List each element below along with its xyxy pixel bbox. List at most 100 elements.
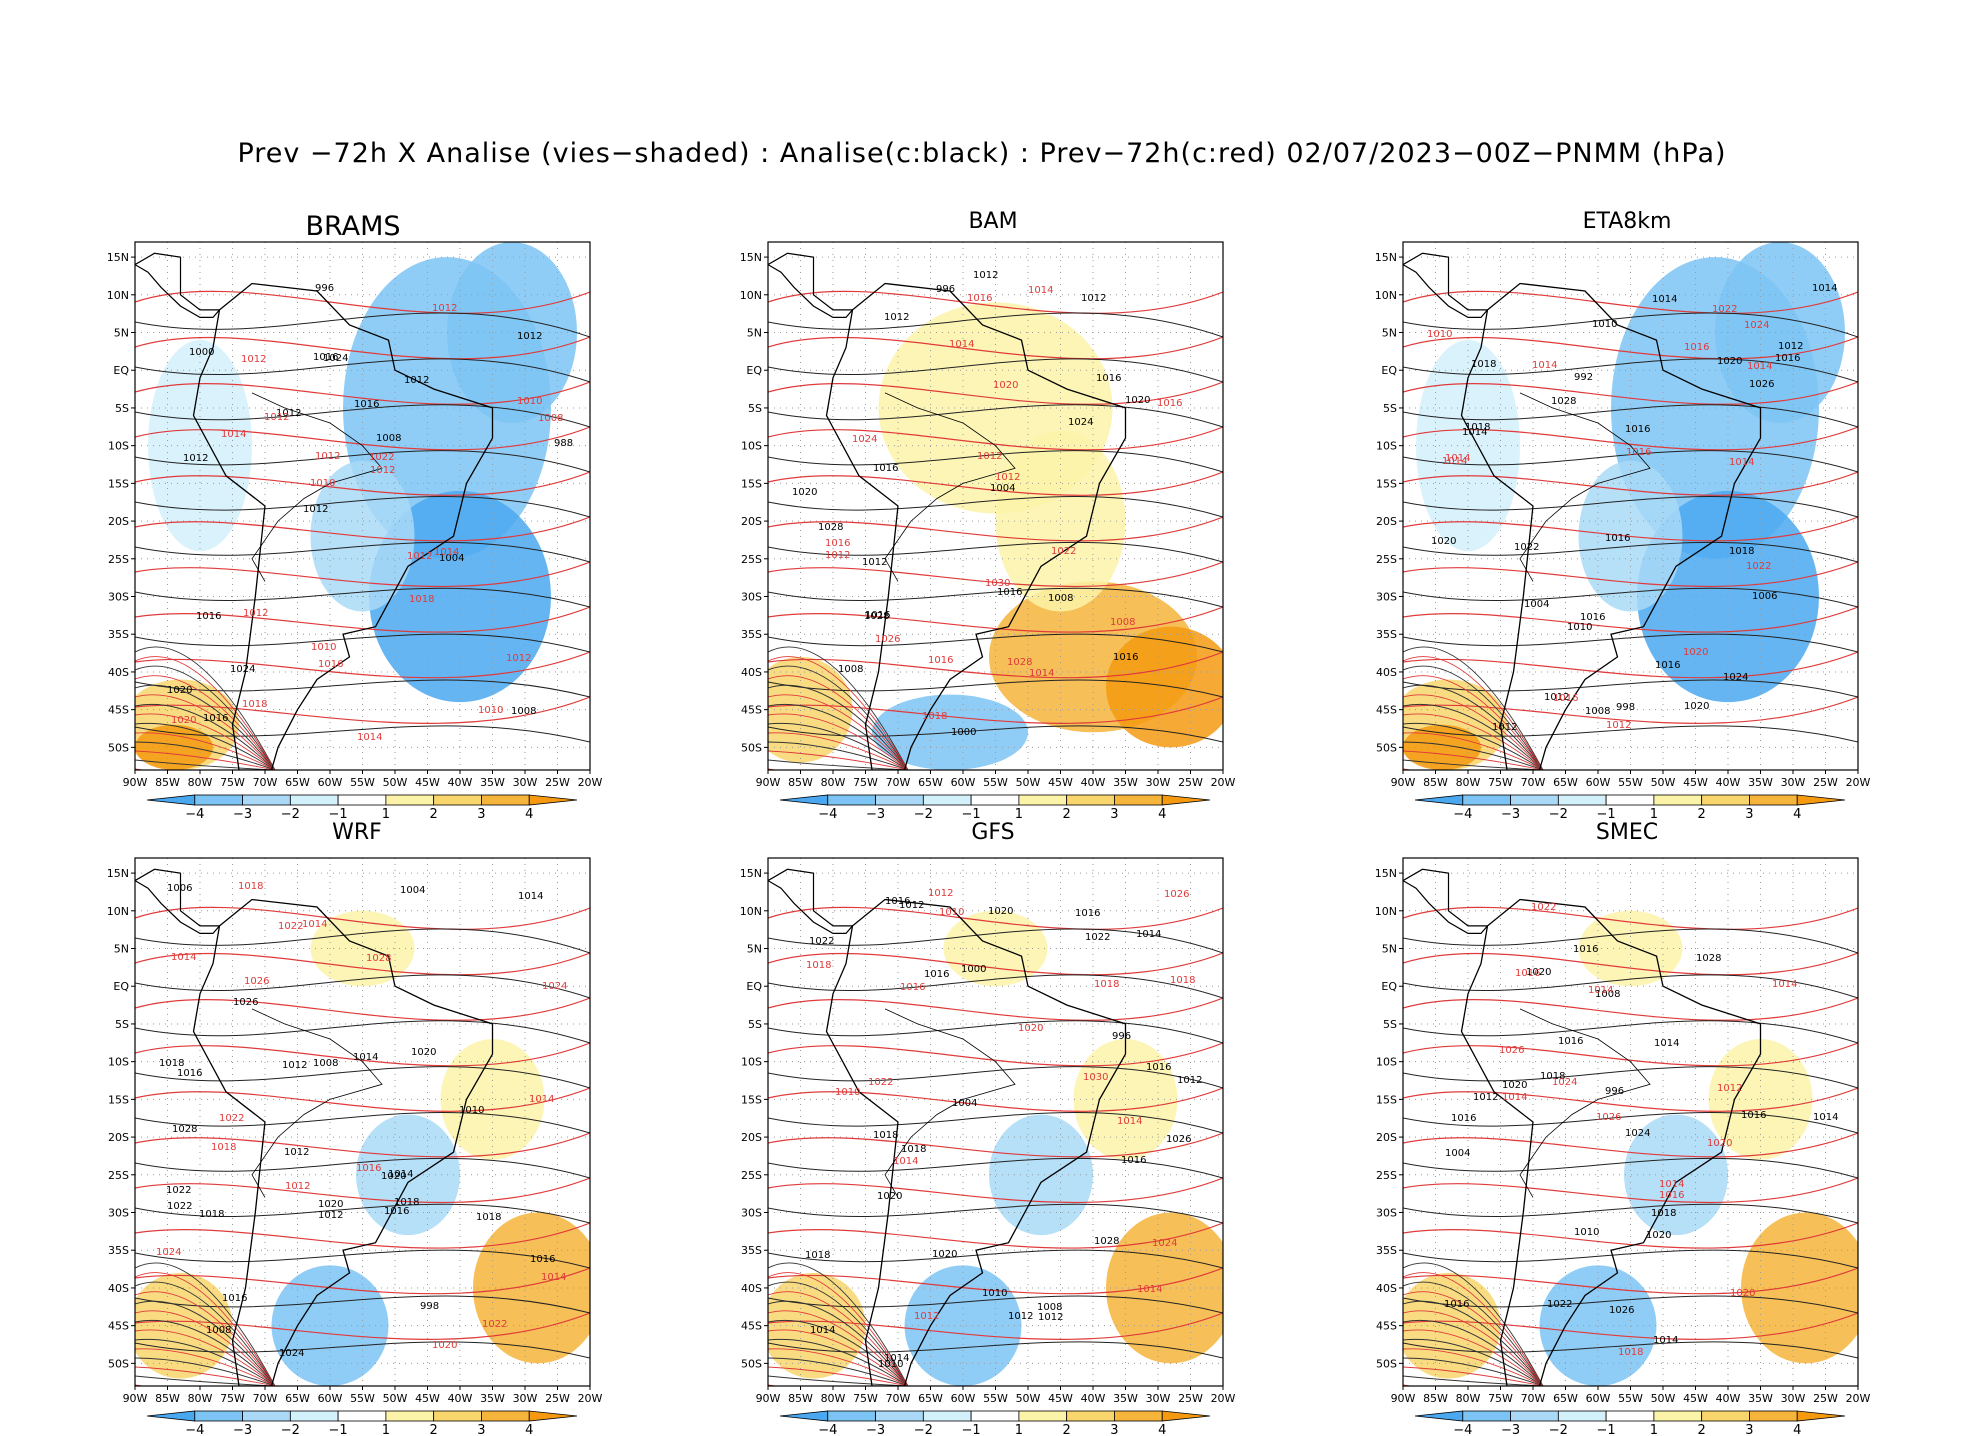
colorbar-segment bbox=[337, 1410, 387, 1422]
country-border bbox=[251, 1008, 383, 1198]
isobar-black bbox=[135, 358, 590, 383]
lat-tick-label: 35S bbox=[1376, 1244, 1397, 1257]
lon-tick-label: 80W bbox=[1456, 1392, 1481, 1405]
isobar-black bbox=[135, 1066, 590, 1089]
colorbar-label: −4 bbox=[818, 1423, 837, 1436]
lat-tick-label: 15S bbox=[108, 1093, 129, 1106]
isobar-label-black: 1016 bbox=[865, 610, 890, 621]
lon-tick-label: 30W bbox=[1146, 1392, 1171, 1405]
colorbar-label: 4 bbox=[525, 807, 533, 822]
colorbar-segment bbox=[1114, 1410, 1163, 1422]
colorbar-label: 2 bbox=[1698, 807, 1706, 822]
colorbar-label: 3 bbox=[477, 807, 485, 822]
lat-tick-label: 50S bbox=[1376, 1357, 1397, 1370]
isobar-red bbox=[768, 1312, 1223, 1340]
isobar-dense bbox=[135, 1272, 276, 1386]
isobar-label-black: 1018 bbox=[159, 1058, 184, 1069]
colorbar-segment bbox=[1749, 1410, 1798, 1422]
isobar-label-black: 1010 bbox=[1592, 319, 1617, 330]
isobar-label-black: 1004 bbox=[1445, 1148, 1470, 1159]
isobar-black bbox=[135, 725, 590, 743]
lon-tick-label: 50W bbox=[383, 1392, 408, 1405]
isobar-red bbox=[1403, 906, 1858, 930]
isobar-red bbox=[768, 952, 1223, 976]
colorbar-label: −3 bbox=[1501, 1423, 1520, 1436]
isobar-label-red: 1016 bbox=[1157, 398, 1182, 409]
lat-tick-label: 35S bbox=[108, 1244, 129, 1257]
isobar-red bbox=[1403, 561, 1858, 588]
lat-tick-label: 50S bbox=[1376, 741, 1397, 754]
colorbar-label: 4 bbox=[1793, 1423, 1801, 1436]
isobar-label-red: 1020 bbox=[1730, 1288, 1755, 1299]
lat-tick-label: 15S bbox=[741, 1093, 762, 1106]
isobar-dense bbox=[768, 665, 909, 770]
isobar-label-black: 1020 bbox=[1646, 1230, 1671, 1241]
isobar-label-black: 1012 bbox=[404, 375, 429, 386]
isobar-dense bbox=[768, 1375, 909, 1386]
lon-tick-label: 90W bbox=[756, 1392, 781, 1405]
lat-tick-label: 25S bbox=[741, 1169, 762, 1182]
isobar-red bbox=[135, 336, 590, 360]
lon-tick-label: 55W bbox=[1618, 776, 1643, 789]
south-america-coastline bbox=[192, 282, 494, 770]
isobar-label-black: 1020 bbox=[1502, 1080, 1527, 1091]
lat-tick-label: 20S bbox=[741, 1131, 762, 1144]
isobar-label-black: 1004 bbox=[990, 483, 1015, 494]
isobar-label-red: 1014 bbox=[357, 732, 382, 743]
isobar-black bbox=[768, 1295, 1223, 1314]
isobar-label-black: 996 bbox=[315, 283, 334, 294]
isobar-label-black: 1008 bbox=[838, 664, 863, 675]
isobar-label-black: 1012 bbox=[1473, 1092, 1498, 1103]
lat-tick-label: 25S bbox=[1376, 553, 1397, 566]
isobar-dense bbox=[768, 741, 909, 770]
isobar-label-red: 1014 bbox=[1028, 285, 1053, 296]
lat-tick-label: EQ bbox=[1381, 980, 1397, 993]
bias-shading-area bbox=[989, 1114, 1093, 1236]
lat-tick-label: 45S bbox=[1376, 704, 1397, 717]
isobar-black bbox=[1403, 541, 1858, 563]
isobar-black bbox=[1403, 358, 1858, 383]
lon-tick-label: 30W bbox=[513, 776, 538, 789]
isobar-red bbox=[135, 1042, 590, 1067]
lon-tick-label: 45W bbox=[1048, 1392, 1073, 1405]
isobar-dense bbox=[768, 1338, 909, 1386]
isobar-black bbox=[135, 587, 590, 608]
isobar-label-black: 1016 bbox=[1146, 1062, 1171, 1073]
colorbar-label: 1 bbox=[1015, 807, 1023, 822]
lat-tick-label: 45S bbox=[108, 1320, 129, 1333]
isobar-label-black: 1012 bbox=[884, 312, 909, 323]
colorbar-label: −4 bbox=[185, 807, 204, 822]
bias-shading-area bbox=[1073, 1039, 1178, 1160]
isobar-label-red: 1016 bbox=[967, 293, 992, 304]
isobar-black bbox=[135, 633, 590, 653]
lat-tick-label: 45S bbox=[108, 704, 129, 717]
lat-tick-label: 45S bbox=[741, 704, 762, 717]
isobar-label-black: 1016 bbox=[1451, 1113, 1476, 1124]
isobar-dense bbox=[1403, 1300, 1544, 1386]
isobar-black bbox=[768, 541, 1223, 563]
isobar-red bbox=[1403, 1267, 1858, 1295]
isobar-label-black: 1004 bbox=[952, 1098, 977, 1109]
lon-tick-label: 70W bbox=[1521, 1392, 1546, 1405]
isobar-label-red: 1014 bbox=[1772, 979, 1797, 990]
isobar-black bbox=[1403, 1157, 1858, 1179]
colorbar-segment bbox=[1066, 794, 1115, 806]
isobar-label-black: 1008 bbox=[1585, 706, 1610, 717]
isobar-black bbox=[1403, 974, 1858, 999]
colorbar-label: 3 bbox=[1745, 1423, 1753, 1436]
lon-tick-label: 45W bbox=[415, 776, 440, 789]
colorbar-segment bbox=[528, 1410, 578, 1422]
lat-tick-label: 30S bbox=[741, 591, 762, 604]
isobar-black bbox=[1403, 725, 1858, 743]
lat-tick-label: 5S bbox=[1383, 1018, 1397, 1031]
isobar-label-red: 1010 bbox=[1427, 329, 1452, 340]
isobar-black bbox=[1403, 1341, 1858, 1359]
lon-tick-label: 65W bbox=[1553, 776, 1578, 789]
colorbar-label: 1 bbox=[1015, 1423, 1023, 1436]
colorbar-label: 4 bbox=[1158, 807, 1166, 822]
isobar-label-black: 998 bbox=[420, 1301, 439, 1312]
isobar-label-red: 1010 bbox=[835, 1087, 860, 1098]
isobar-dense bbox=[135, 1310, 276, 1386]
lat-tick-label: 40S bbox=[741, 1282, 762, 1295]
isobar-label-red: 1014 bbox=[1137, 1284, 1162, 1295]
